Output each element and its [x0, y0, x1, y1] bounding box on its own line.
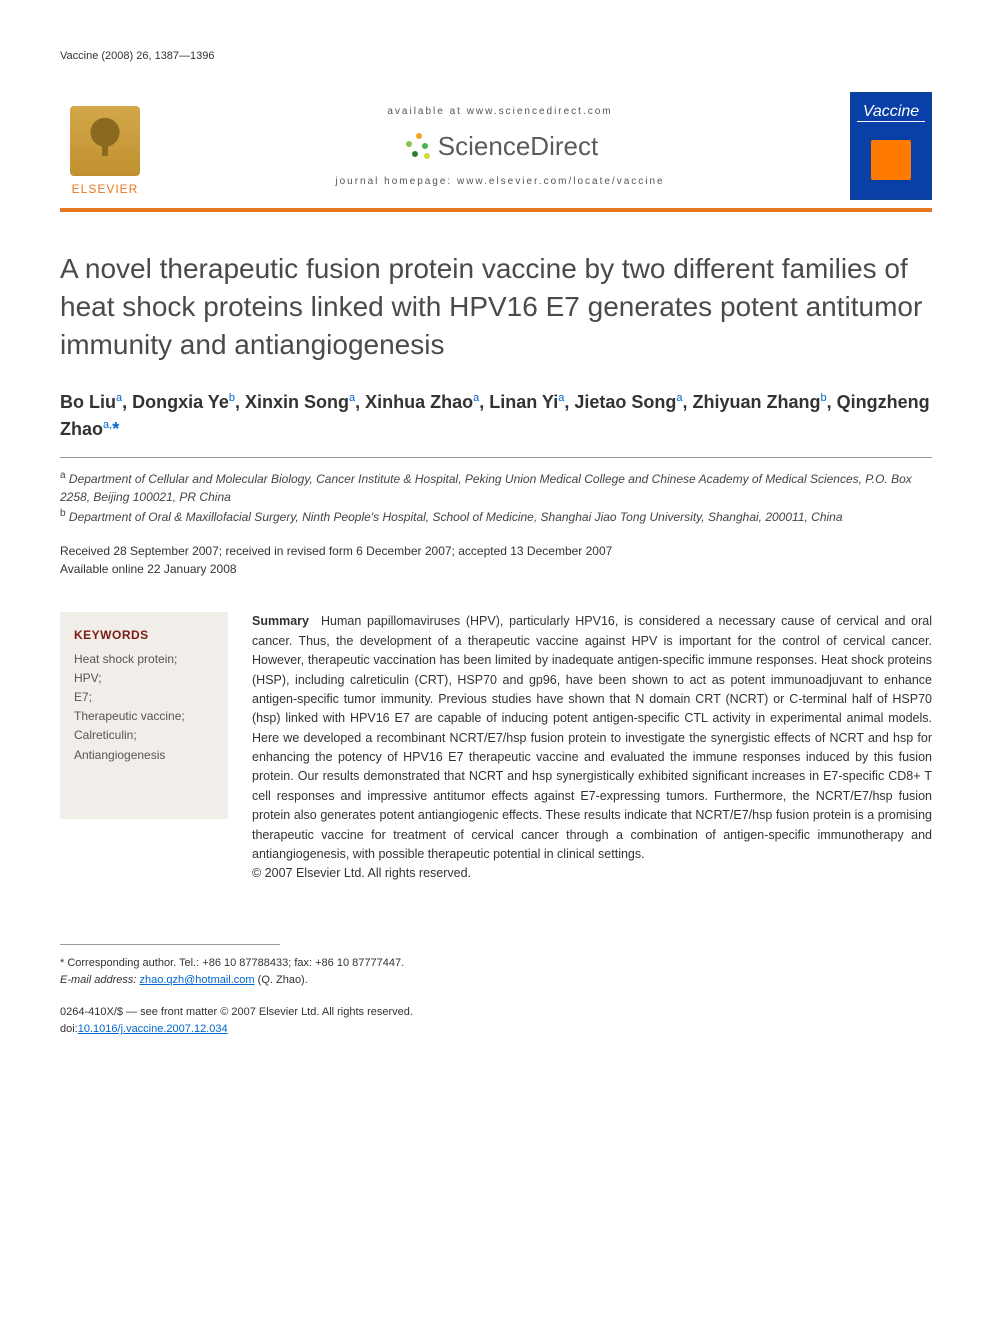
- keywords-box: KEYWORDS Heat shock protein;HPV;E7;Thera…: [60, 612, 228, 818]
- running-head: Vaccine (2008) 26, 1387—1396: [60, 50, 932, 62]
- corr-contact: * Corresponding author. Tel.: +86 10 877…: [60, 955, 932, 973]
- author-list: Bo Liua, Dongxia Yeb, Xinxin Songa, Xinh…: [60, 389, 932, 443]
- elsevier-wordmark: ELSEVIER: [72, 182, 139, 196]
- keyword-item: Therapeutic vaccine;: [74, 707, 214, 726]
- cover-title: Vaccine: [857, 103, 925, 122]
- keywords-list: Heat shock protein;HPV;E7;Therapeutic va…: [74, 650, 214, 765]
- sciencedirect-dots-icon: [402, 131, 432, 161]
- article-dates: Received 28 September 2007; received in …: [60, 542, 932, 578]
- keyword-item: Heat shock protein;: [74, 650, 214, 669]
- elsevier-tree-icon: [70, 106, 140, 176]
- keyword-item: E7;: [74, 688, 214, 707]
- divider: [60, 457, 932, 458]
- copyright-block: 0264-410X/$ — see front matter © 2007 El…: [60, 1004, 932, 1039]
- issn-line: 0264-410X/$ — see front matter © 2007 El…: [60, 1004, 932, 1022]
- corr-email-link[interactable]: zhao.qzh@hotmail.com: [139, 974, 254, 986]
- summary-text: Human papillomaviruses (HPV), particular…: [252, 614, 932, 861]
- corr-email-line: E-mail address: zhao.qzh@hotmail.com (Q.…: [60, 972, 932, 990]
- footnote-divider: [60, 944, 280, 945]
- journal-homepage-line: journal homepage: www.elsevier.com/locat…: [170, 176, 830, 187]
- sciencedirect-logo: ScienceDirect: [402, 131, 598, 162]
- sciencedirect-wordmark: ScienceDirect: [438, 131, 598, 162]
- journal-header: ELSEVIER available at www.sciencedirect.…: [60, 92, 932, 212]
- keywords-heading: KEYWORDS: [74, 626, 214, 645]
- keyword-item: Antiangiogenesis: [74, 746, 214, 765]
- keyword-item: HPV;: [74, 669, 214, 688]
- keyword-item: Calreticulin;: [74, 726, 214, 745]
- summary: SummaryHuman papillomaviruses (HPV), par…: [252, 612, 932, 883]
- affiliation-a: a Department of Cellular and Molecular B…: [60, 468, 932, 506]
- doi-line: doi:10.1016/j.vaccine.2007.12.034: [60, 1021, 932, 1039]
- journal-cover-thumbnail: Vaccine: [850, 92, 932, 200]
- received-line: Received 28 September 2007; received in …: [60, 542, 932, 560]
- summary-label: Summary: [252, 614, 309, 628]
- summary-copyright: © 2007 Elsevier Ltd. All rights reserved…: [252, 866, 471, 880]
- article-title: A novel therapeutic fusion protein vacci…: [60, 250, 932, 363]
- corr-email-paren: (Q. Zhao).: [258, 974, 308, 986]
- affiliation-b: b Department of Oral & Maxillofacial Sur…: [60, 506, 932, 526]
- abstract-row: KEYWORDS Heat shock protein;HPV;E7;Thera…: [60, 612, 932, 883]
- article-first-page: Vaccine (2008) 26, 1387—1396 ELSEVIER av…: [0, 0, 992, 1089]
- elsevier-logo: ELSEVIER: [60, 96, 150, 196]
- email-label: E-mail address:: [60, 974, 136, 986]
- header-center: available at www.sciencedirect.com Scien…: [150, 98, 850, 195]
- corresponding-author: * Corresponding author. Tel.: +86 10 877…: [60, 955, 932, 990]
- cover-graphic-icon: [871, 140, 911, 180]
- affiliations: a Department of Cellular and Molecular B…: [60, 468, 932, 526]
- available-online-line: Available online 22 January 2008: [60, 560, 932, 578]
- doi-link[interactable]: 10.1016/j.vaccine.2007.12.034: [78, 1023, 228, 1035]
- available-at-line: available at www.sciencedirect.com: [170, 106, 830, 117]
